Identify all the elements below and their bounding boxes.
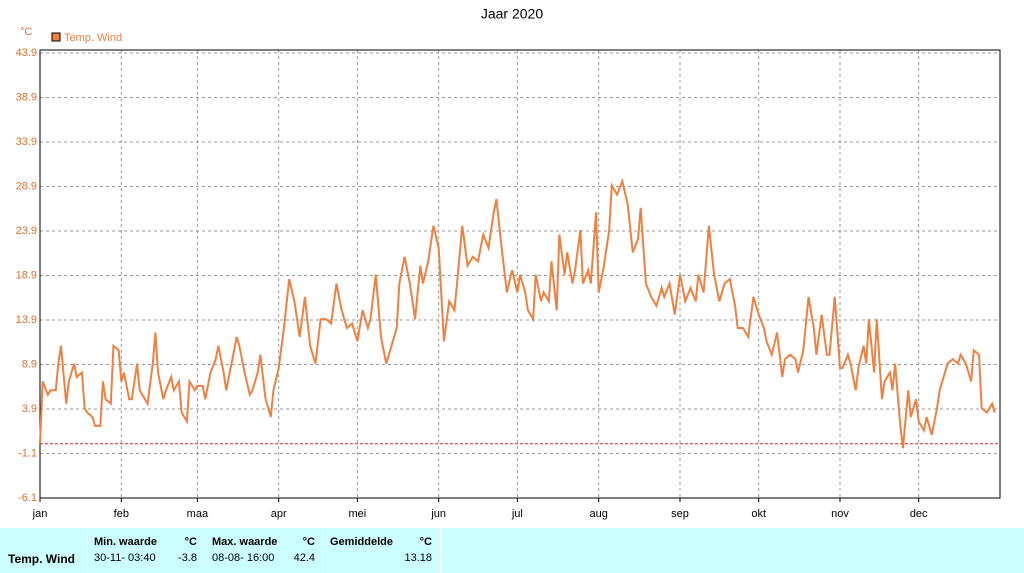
y-tick-label: 33.9 bbox=[16, 136, 37, 148]
max-cell: Max. waarde °C 08-08- 16:00 42.4 bbox=[206, 528, 324, 573]
chart-title: Jaar 2020 bbox=[481, 6, 543, 22]
unit: °C bbox=[419, 536, 432, 548]
avg-cell: Gemiddelde °C 13.18 bbox=[324, 528, 441, 573]
unit-label: °C bbox=[20, 26, 32, 38]
y-tick-label: 8.9 bbox=[22, 358, 37, 370]
stats-table: Temp. Wind Min. waarde °C 30-11- 03:40 -… bbox=[0, 528, 1024, 573]
x-tick-label: feb bbox=[114, 508, 129, 520]
header: Max. waarde bbox=[212, 536, 278, 548]
x-tick-label: jan bbox=[32, 508, 48, 520]
value: 13.18 bbox=[404, 552, 432, 564]
x-tick-label: okt bbox=[751, 508, 766, 520]
x-tick-label: jun bbox=[430, 508, 446, 520]
y-tick-label: -6.1 bbox=[18, 492, 37, 504]
y-tick-label: -1.1 bbox=[18, 447, 37, 459]
x-tick-label: aug bbox=[590, 508, 608, 520]
x-tick-label: nov bbox=[831, 508, 849, 520]
y-tick-label: 23.9 bbox=[16, 225, 37, 237]
y-tick-label: 18.9 bbox=[16, 269, 37, 281]
x-tick-label: sep bbox=[671, 508, 689, 520]
y-tick-label: 38.9 bbox=[16, 91, 37, 103]
unit: °C bbox=[184, 536, 197, 548]
legend-swatch bbox=[51, 32, 61, 42]
y-tick-label: 28.9 bbox=[16, 180, 37, 192]
x-tick-label: dec bbox=[910, 508, 928, 520]
x-tick-label: maa bbox=[187, 508, 209, 520]
y-tick-label: 43.9 bbox=[16, 47, 37, 59]
x-tick-label: apr bbox=[271, 508, 287, 520]
value: 42.4 bbox=[293, 552, 315, 564]
chart: Jaar 2020 °C Temp. Wind -6.1 -1.1 3.9 8.9 13… bbox=[16, 6, 1001, 520]
y-tick-label: 13.9 bbox=[16, 314, 37, 326]
time: 30-11- 03:40 bbox=[94, 552, 156, 564]
value: -3.8 bbox=[178, 552, 197, 564]
x-tick-label: mei bbox=[349, 508, 367, 520]
x-tick-label: jul bbox=[511, 508, 523, 520]
row-label: Temp. Wind bbox=[8, 552, 75, 566]
legend: Temp. Wind bbox=[51, 32, 122, 44]
header: Gemiddelde bbox=[330, 536, 393, 548]
min-cell: Min. waarde °C 30-11- 03:40 -3.8 bbox=[88, 528, 206, 573]
series-line bbox=[39, 177, 996, 449]
row-label-cell: Temp. Wind bbox=[0, 528, 88, 573]
plot-border bbox=[39, 49, 1001, 499]
unit: °C bbox=[302, 536, 315, 548]
legend-label: Temp. Wind bbox=[64, 32, 122, 44]
y-tick-label: 3.9 bbox=[22, 403, 37, 415]
time: 08-08- 16:00 bbox=[212, 552, 275, 564]
header: Min. waarde bbox=[94, 536, 157, 548]
